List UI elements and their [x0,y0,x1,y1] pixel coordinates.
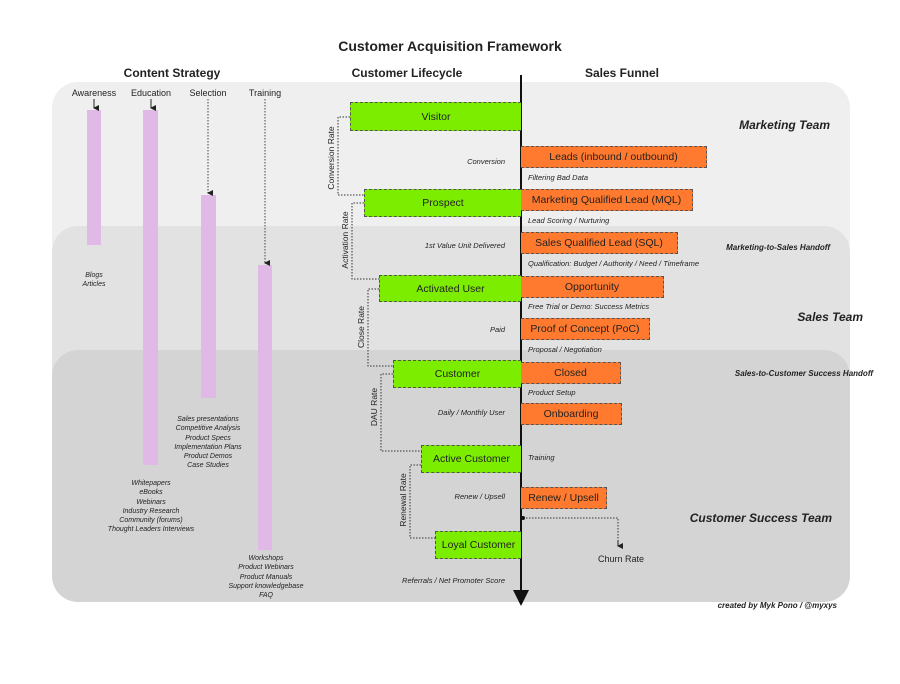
rate-label: Activation Rate [340,211,350,269]
content-strategy-heading: Content Strategy [123,66,221,80]
list-item: Product Demos [183,453,233,461]
rate-label: Close Rate [356,305,366,349]
list-item: Whitepapers [131,480,171,487]
lifecycle-label: Renew / Upsell [454,492,505,501]
funnel-stage: Leads (inbound / outbound) [521,146,707,168]
funnel-label: Training [528,453,555,462]
column-selection: Selection [189,88,227,98]
handoff-sales-success: Sales-to-Customer Success Handoff [734,369,873,378]
funnel-stage: Proof of Concept (PoC) [521,318,650,340]
lifecycle-stage: Active Customer [421,445,521,473]
funnel-stage: Sales Qualified Lead (SQL) [521,232,678,254]
training-bar [258,265,272,550]
awareness-bar [87,110,101,245]
team-marketing: Marketing Team [739,118,830,132]
team-customer-success: Customer Success Team [689,511,832,525]
lifecycle-stage: Activated User [379,275,521,302]
funnel-label: Free Trial or Demo: Success Metrics [528,302,650,311]
funnel-label: Product Setup [528,388,576,397]
funnel-stage: Onboarding [521,403,622,425]
lifecycle-label: Conversion [467,157,505,166]
funnel-stage: Marketing Qualified Lead (MQL) [521,189,693,211]
lifecycle-stage: Visitor [350,102,521,131]
funnel-label: Qualification: Budget / Authority / Need… [528,259,699,268]
lifecycle-stage: Prospect [364,189,521,217]
list-item: Blogs [85,272,103,279]
lifecycle-label: 1st Value Unit Delivered [424,241,505,250]
rate-label: DAU Rate [369,387,379,427]
churn-rate-label: Churn Rate [598,554,645,564]
list-item: Product Specs [185,434,231,442]
list-item: Industry Research [122,507,180,515]
diagram-title: Customer Acquisition Framework [338,38,562,54]
funnel-stage: Opportunity [521,276,664,298]
rate-label: Conversion Rate [326,126,336,190]
rate-label: Renewal Rate [398,473,408,527]
team-sales: Sales Team [797,310,863,324]
lifecycle-stage: Loyal Customer [435,531,521,559]
customer-success-band [52,350,850,602]
list-item: Product Webinars [238,564,294,572]
column-awareness: Awareness [71,88,117,98]
sales-funnel-heading: Sales Funnel [584,66,660,80]
list-item: Competitive Analysis [175,425,241,433]
lifecycle-label: Referrals / Net Promoter Score [402,576,505,585]
lifecycle-stage: Customer [393,360,521,388]
customer-lifecycle-heading: Customer Lifecycle [351,66,463,80]
training-content-list: Workshops Product Webinars Product Manua… [228,554,303,600]
selection-bar [201,195,216,398]
list-item: eBooks [139,489,163,497]
education-bar [143,110,158,465]
lifecycle-label: Daily / Monthly User [437,408,505,417]
list-item: Implementation Plans [174,443,242,451]
list-item: Workshops [248,555,284,562]
list-item: Support knowledgebase [228,582,304,590]
funnel-label: Proposal / Negotiation [528,345,602,354]
list-item: Thought Leaders Interviews [107,526,195,534]
list-item: Community (forums) [119,517,183,525]
education-content-list: Whitepapers eBooks Webinars Industry Res… [108,479,194,535]
lifecycle-label: Paid [489,325,505,334]
selection-content-list: Sales presentations Competitive Analysis… [174,415,241,471]
list-item: Articles [82,281,106,289]
column-training: Training [248,88,282,98]
column-education: Education [130,88,172,98]
funnel-stage: Closed [521,362,621,384]
funnel-stage: Renew / Upsell [521,487,607,509]
funnel-label: Filtering Bad Data [528,173,589,182]
list-item: Sales presentations [177,416,239,423]
funnel-label: Lead Scoring / Nurturing [528,216,610,225]
list-item: FAQ [259,592,273,600]
list-item: Webinars [136,498,166,506]
handoff-marketing-sales: Marketing-to-Sales Handoff [726,243,830,252]
list-item: Product Manuals [239,573,293,581]
awareness-content-list: Blogs Articles [83,271,106,290]
list-item: Case Studies [187,462,229,470]
credit: created by Myk Pono / @myxys [717,601,837,610]
